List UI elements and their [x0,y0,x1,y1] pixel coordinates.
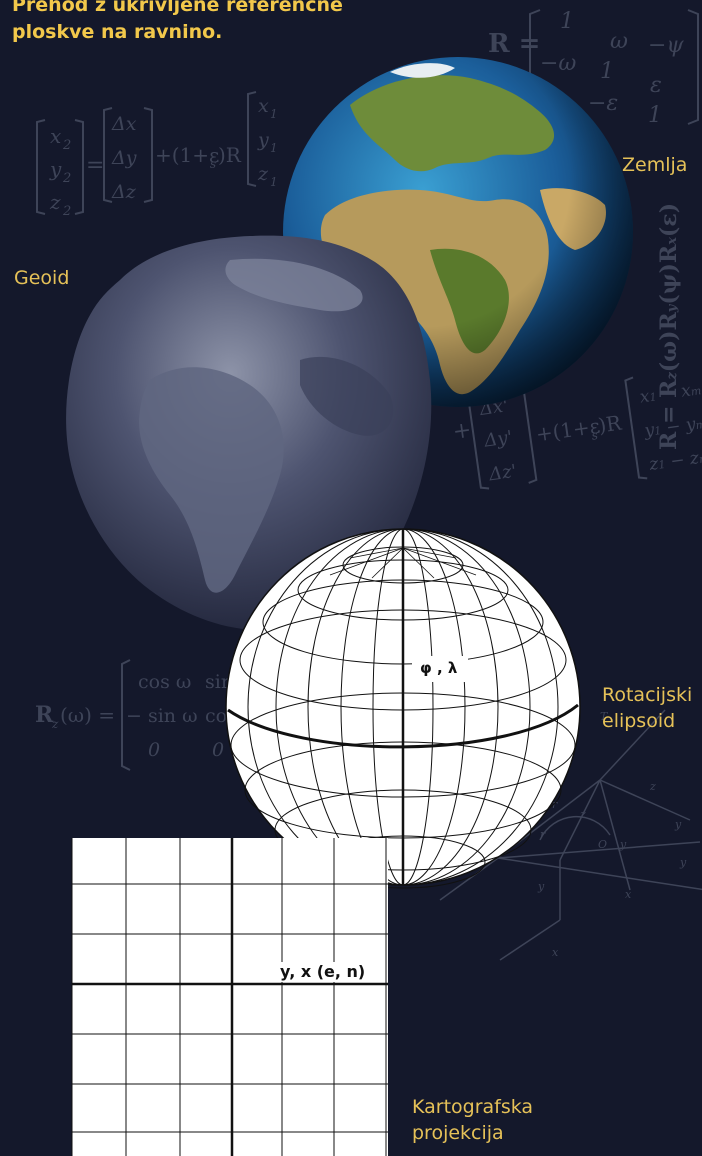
svg-text:)R: )R [597,411,624,438]
svg-text:1: 1 [600,59,614,84]
coordinate-systems-diagram [439,709,702,961]
svg-text:−ω: −ω [540,51,576,76]
svg-text:x: x [50,124,61,148]
svg-text:O: O [598,838,607,851]
svg-text:z: z [649,780,656,793]
svg-text:z: z [51,717,59,731]
svg-text:z: z [579,808,586,821]
svg-text:s: s [591,428,599,443]
svg-text:1: 1 [560,9,574,34]
svg-text:Δy: Δy [111,147,137,169]
geoid-label: Geoid [14,267,70,289]
ellipsoid-label-line2: elipsoid [602,710,676,732]
svg-text:ε: ε [650,73,662,98]
rotation-matrix-Rz: R z (ω) = cos ω sin − sin ω cos 0 0 [35,659,237,771]
svg-text:2: 2 [62,138,71,153]
svg-text:R: R [35,702,54,728]
svg-text:0: 0 [212,739,224,761]
svg-text:1: 1 [648,103,662,128]
svg-text:)R: )R [218,143,242,167]
svg-text:s: s [210,157,216,171]
svg-text:sin: sin [205,671,233,693]
svg-text:−ε: −ε [588,91,618,116]
projection-coordinates: y, x (e, n) [280,962,366,981]
svg-text:− sin ω: − sin ω [126,705,198,727]
svg-text:r: r [552,798,558,811]
svg-text:T: T [600,710,609,723]
projection-label-line2: projekcija [412,1122,504,1144]
svg-text:1: 1 [270,107,278,121]
svg-text:Δz': Δz' [487,461,518,486]
earth-label: Zemlja [622,154,688,176]
projection-label: Kartografska projekcija [412,1094,533,1146]
svg-text:Δy': Δy' [482,427,514,452]
svg-text:y: y [49,157,62,181]
svg-text:x: x [258,95,269,117]
svg-text:z: z [49,190,61,214]
svg-text:+(1+ε: +(1+ε [155,143,219,167]
svg-text:r: r [540,828,546,841]
projection-label-line1: Kartografska [412,1096,534,1118]
svg-text:1: 1 [270,141,278,155]
svg-text:2: 2 [62,171,71,186]
svg-text:x: x [625,888,632,901]
svg-text:y: y [679,856,687,869]
rotation-product-formula: R = Rz(ω)Ry(ψ)Rx(ε) [656,203,682,450]
svg-text:R =: R = [488,29,540,59]
svg-text:(ω) =: (ω) = [60,703,115,727]
svg-text:R = Rz(ω)Ry(ψ)Rx(ε): R = Rz(ω)Ry(ψ)Rx(ε) [656,203,682,450]
svg-text:y: y [257,129,269,151]
svg-text:ω: ω [610,29,628,54]
page-title: Prehod z ukrivljene referenčne ploskve n… [12,0,343,43]
svg-text:=: = [86,153,104,178]
ellipsoid-label: Rotacijski elipsoid [602,682,692,734]
svg-text:2: 2 [62,204,71,219]
svg-text:cos ω: cos ω [138,671,191,693]
svg-text:+: + [451,418,473,445]
svg-text:z: z [257,163,269,185]
svg-text:x: x [552,946,559,959]
helmert-formula-middle: y2 z2 + Δx' Δy' Δz' +(1+εs)R x1 − xm y1 … [331,376,702,491]
svg-text:−ψ: −ψ [648,33,684,58]
svg-text:y: y [674,818,682,831]
ellipsoid-label-line1: Rotacijski [602,684,693,706]
svg-text:y: y [537,880,545,893]
svg-text:Δz: Δz [111,181,137,203]
svg-text:0: 0 [148,739,160,761]
svg-text:Δx: Δx [111,113,137,135]
svg-text:y: y [619,838,627,851]
ellipsoid-coordinates: φ , λ [420,659,458,677]
svg-text:1: 1 [270,175,278,189]
